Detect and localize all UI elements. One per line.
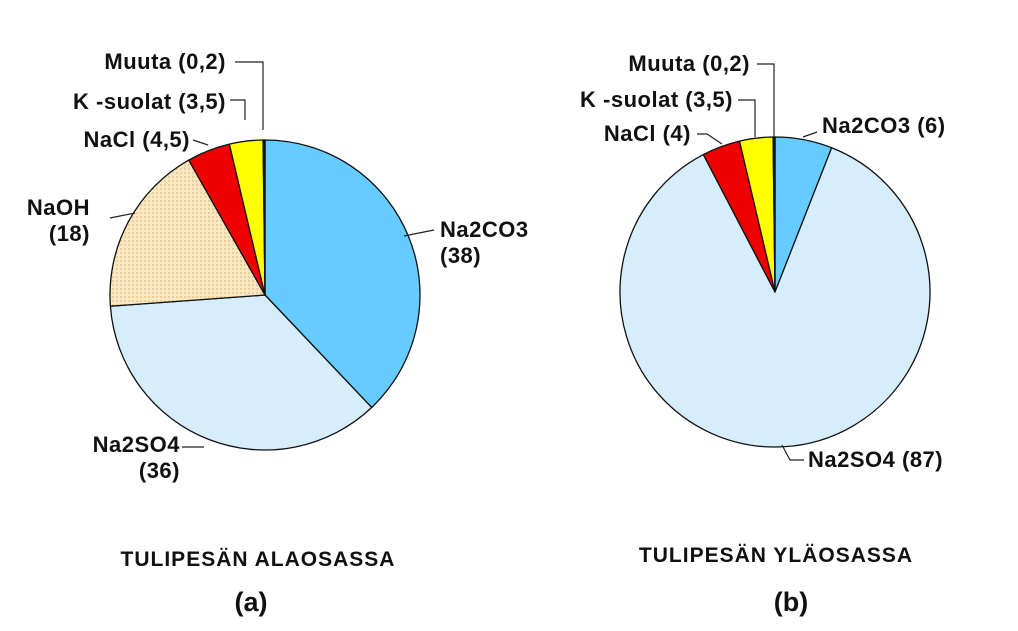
pie-b-labels: Na2CO3 (6) Na2SO4 (87) NaCl (4) K -suolat (… [580, 51, 946, 472]
pie-a-labels: Na2CO3 (38) Na2SO4 (36) NaOH (18) NaCl (4,5) K … [27, 49, 529, 483]
chart-b-caption: TULIPESÄN YLÄOSASSA [639, 544, 913, 567]
slice-label-line: K -suolat (3,5) [73, 89, 226, 114]
pie-a-leaders [109, 61, 435, 448]
slice-label-line: Muuta (0,2) [104, 49, 226, 74]
pie-a-slices [109, 139, 421, 451]
leader-line [802, 131, 818, 138]
slice-label-line: NaCl (4) [604, 121, 691, 146]
slice-label-naoh: NaOH (18) [27, 195, 90, 246]
slice-label-line: NaCl (4,5) [84, 127, 190, 152]
chart-a-caption: TULIPESÄN ALAOSASSA [121, 548, 396, 571]
slice-label-nacl: NaCl (4) [604, 121, 691, 146]
pie-slice-na2co3 [264, 139, 421, 409]
slice-label-na2so4: Na2SO4 (87) [808, 447, 943, 472]
slice-label-na2so4: Na2SO4 (36) [93, 432, 181, 483]
pie-chart-a: Na2CO3 (38) Na2SO4 (36) NaOH (18) NaCl (4,5) K … [27, 49, 529, 617]
slice-label-line: (18) [49, 221, 90, 246]
slice-label-line: Na2SO4 (87) [808, 447, 943, 472]
slice-label-line: Muuta (0,2) [628, 51, 750, 76]
leader-line [757, 63, 775, 138]
leader-line [192, 139, 209, 146]
pie-slice-muuta [262, 139, 266, 296]
leader-line [403, 229, 435, 237]
leader-line [109, 212, 136, 219]
slice-label-k-suolat: K -suolat (3,5) [580, 87, 733, 112]
leader-line [235, 61, 264, 130]
leader-line [781, 444, 804, 461]
pie-chart-b: Na2CO3 (6) Na2SO4 (87) NaCl (4) K -suolat (… [580, 51, 946, 617]
slice-label-muuta: Muuta (0,2) [104, 49, 226, 74]
pie-b-slices [619, 136, 931, 448]
slice-label-line: Na2CO3 (6) [822, 113, 946, 138]
slice-label-line: Na2CO3 [440, 217, 529, 242]
slice-label-nacl: NaCl (4,5) [84, 127, 190, 152]
slice-label-line: NaOH [27, 195, 90, 220]
pie-slice-naoh [109, 159, 266, 307]
chart-a-panel-label: (a) [235, 587, 268, 617]
slice-label-muuta: Muuta (0,2) [628, 51, 750, 76]
leader-line [230, 99, 246, 120]
slice-label-line: K -suolat (3,5) [580, 87, 733, 112]
pie-b-leaders [697, 63, 818, 461]
slice-label-line: (38) [440, 243, 481, 268]
leader-line [738, 99, 756, 137]
slice-label-line: (36) [139, 458, 180, 483]
slice-label-line: Na2SO4 [93, 432, 181, 457]
slice-label-na2co3: Na2CO3 (38) [440, 217, 529, 268]
leader-line [697, 133, 723, 145]
pie-slice-na2so4 [109, 294, 373, 451]
slice-label-k-suolat: K -suolat (3,5) [73, 89, 226, 114]
slice-label-na2co3: Na2CO3 (6) [822, 113, 946, 138]
chart-b-panel-label: (b) [774, 587, 808, 617]
